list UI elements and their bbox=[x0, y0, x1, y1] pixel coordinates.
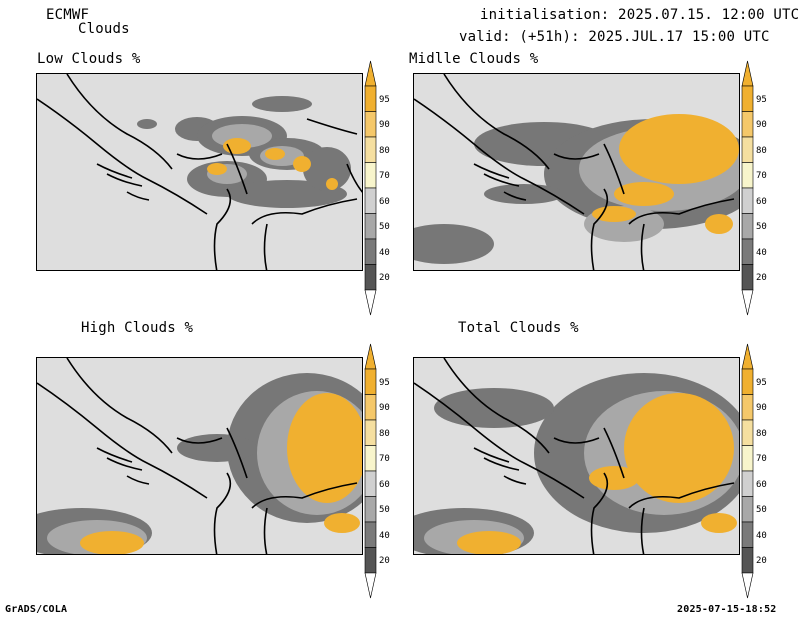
high-clouds-map bbox=[36, 357, 363, 555]
colorbar-top-arrow bbox=[741, 60, 754, 87]
colorbar-graphic bbox=[364, 60, 377, 316]
low-clouds-map bbox=[36, 73, 363, 271]
colorbar-segment bbox=[364, 162, 377, 189]
colorbar-segment bbox=[364, 238, 377, 265]
colorbar-level-label: 70 bbox=[379, 171, 390, 181]
colorbar-level-label: 60 bbox=[756, 479, 767, 490]
colorbar-segment bbox=[364, 85, 377, 112]
middle-clouds-map bbox=[413, 73, 740, 271]
colorbar-segment bbox=[364, 394, 377, 421]
colorbar-level-label: 90 bbox=[379, 120, 390, 130]
colorbar-level-label: 40 bbox=[756, 530, 767, 541]
colorbar-level-label: 50 bbox=[756, 222, 767, 232]
colorbar-total: 95 90 80 70 60 50 40 20 bbox=[741, 343, 767, 603]
colorbar-low: 95 90 80 70 60 50 40 20 bbox=[364, 60, 390, 320]
colorbar-level-label: 20 bbox=[379, 556, 390, 566]
colorbar-segment bbox=[741, 521, 754, 548]
colorbar-segment bbox=[741, 238, 754, 265]
colorbar-segment bbox=[364, 368, 377, 395]
colorbar-level-label: 95 bbox=[379, 377, 390, 388]
model-name: ECMWF bbox=[46, 7, 90, 23]
colorbar-top-arrow bbox=[364, 343, 377, 370]
colorbar-segment bbox=[364, 136, 377, 163]
colorbar-segment bbox=[741, 368, 754, 395]
total-clouds-title: Total Clouds % bbox=[458, 320, 579, 336]
total-clouds-map bbox=[413, 357, 740, 555]
colorbar-bottom-arrow bbox=[364, 289, 377, 316]
colorbar-segment bbox=[741, 162, 754, 189]
colorbar-level-label: 80 bbox=[756, 428, 767, 439]
colorbar-segment bbox=[364, 547, 377, 574]
software-credit: GrADS/COLA bbox=[5, 604, 68, 615]
colorbar-level-label: 20 bbox=[756, 556, 767, 566]
high-clouds-title: High Clouds % bbox=[81, 320, 194, 336]
colorbar-level-label: 90 bbox=[756, 120, 767, 130]
colorbar-level-label: 70 bbox=[379, 454, 390, 464]
low-clouds-title: Low Clouds % bbox=[37, 51, 141, 67]
render-timestamp: 2025-07-15-18:52 bbox=[677, 604, 777, 615]
colorbar-level-label: 50 bbox=[756, 505, 767, 515]
colorbar-level-label: 40 bbox=[379, 247, 390, 258]
colorbar-segment bbox=[364, 187, 377, 214]
colorbar-level-label: 95 bbox=[756, 94, 767, 105]
colorbar-segment bbox=[364, 496, 377, 523]
colorbar-top-arrow bbox=[741, 343, 754, 370]
colorbar-level-label: 40 bbox=[756, 247, 767, 258]
colorbar-level-label: 60 bbox=[379, 479, 390, 490]
colorbar-level-label: 90 bbox=[379, 403, 390, 413]
colorbar-segment bbox=[741, 547, 754, 574]
colorbar-bottom-arrow bbox=[741, 289, 754, 316]
colorbar-segment bbox=[741, 394, 754, 421]
colorbar-level-label: 50 bbox=[379, 222, 390, 232]
colorbar-bottom-arrow bbox=[741, 572, 754, 599]
colorbar-graphic bbox=[741, 343, 754, 599]
colorbar-level-label: 95 bbox=[756, 377, 767, 388]
coastlines bbox=[37, 74, 362, 270]
colorbar-level-label: 70 bbox=[756, 454, 767, 464]
initialisation-time: initialisation: 2025.07.15. 12:00 UTC bbox=[480, 7, 800, 23]
colorbar-level-label: 95 bbox=[379, 94, 390, 105]
colorbar-level-label: 80 bbox=[379, 428, 390, 439]
colorbar-segment bbox=[741, 445, 754, 472]
colorbar-level-label: 80 bbox=[379, 145, 390, 156]
colorbar-segment bbox=[364, 470, 377, 497]
colorbar-high: 95 90 80 70 60 50 40 20 bbox=[364, 343, 390, 603]
colorbar-segment bbox=[741, 136, 754, 163]
colorbar-segment bbox=[364, 264, 377, 291]
middle-clouds-title: Midlle Clouds % bbox=[409, 51, 539, 67]
colorbar-segment bbox=[741, 111, 754, 138]
product-name: Clouds bbox=[78, 21, 130, 37]
colorbar-bottom-arrow bbox=[364, 572, 377, 599]
colorbar-segment bbox=[364, 213, 377, 240]
colorbar-segment bbox=[741, 496, 754, 523]
colorbar-segment bbox=[741, 470, 754, 497]
colorbar-segment bbox=[741, 213, 754, 240]
colorbar-level-label: 50 bbox=[379, 505, 390, 515]
colorbar-segment bbox=[741, 419, 754, 446]
colorbar-level-label: 80 bbox=[756, 145, 767, 156]
colorbar-segment bbox=[741, 264, 754, 291]
colorbar-level-label: 60 bbox=[379, 196, 390, 207]
colorbar-level-label: 40 bbox=[379, 530, 390, 541]
colorbar-middle: 95 90 80 70 60 50 40 20 bbox=[741, 60, 767, 320]
colorbar-level-label: 90 bbox=[756, 403, 767, 413]
colorbar-graphic bbox=[741, 60, 754, 316]
colorbar-level-label: 60 bbox=[756, 196, 767, 207]
colorbar-segment bbox=[364, 521, 377, 548]
colorbar-segment bbox=[741, 187, 754, 214]
colorbar-level-label: 20 bbox=[756, 273, 767, 283]
colorbar-level-label: 20 bbox=[379, 273, 390, 283]
colorbar-segment bbox=[364, 419, 377, 446]
colorbar-top-arrow bbox=[364, 60, 377, 87]
colorbar-segment bbox=[364, 111, 377, 138]
valid-time: valid: (+51h): 2025.JUL.17 15:00 UTC bbox=[459, 29, 770, 45]
colorbar-segment bbox=[364, 445, 377, 472]
colorbar-graphic bbox=[364, 343, 377, 599]
colorbar-segment bbox=[741, 85, 754, 112]
colorbar-level-label: 70 bbox=[756, 171, 767, 181]
